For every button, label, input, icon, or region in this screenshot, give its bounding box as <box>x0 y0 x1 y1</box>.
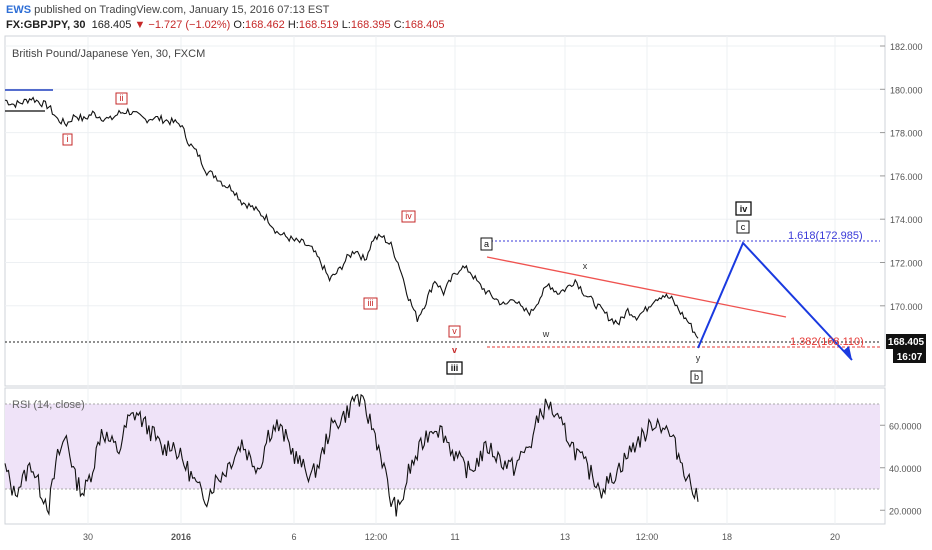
tick-label: 6 <box>291 532 296 542</box>
chart-title: British Pound/Japanese Yen, 30, FXCM <box>12 48 205 60</box>
tick-label: 20 <box>830 532 840 542</box>
wave-labels: i ii iii iv v v iii a x w y b iv c <box>62 92 752 384</box>
wave-label: a <box>484 239 489 249</box>
wave-label: c <box>741 222 746 232</box>
down-arrow-icon: ▼ <box>134 19 146 31</box>
tick-label: 11 <box>450 532 459 542</box>
time-badge-label: 16:07 <box>897 352 923 363</box>
open-value: 168.462 <box>245 19 285 31</box>
quote-bar: FX:GBPJPY, 30 168.405 ▼ −1.727 (−1.02%) … <box>6 19 444 31</box>
low-label: L: <box>341 19 351 31</box>
wave-label: iv <box>740 204 748 214</box>
tick-label: 18 <box>722 532 732 542</box>
fib-lower-label: 1.382(168.110) <box>790 336 864 348</box>
wave-label: iii <box>451 363 459 373</box>
price-badge <box>886 334 926 349</box>
tick-label: 180.000 <box>890 85 923 95</box>
rsi-band <box>5 404 880 489</box>
wave-label: v <box>452 326 457 336</box>
time-badge <box>893 349 926 363</box>
close-value: 168.405 <box>404 19 445 31</box>
wave-label: i <box>67 134 69 144</box>
publish-info: EWS published on TradingView.com, Januar… <box>6 4 329 16</box>
tick-label: 12:00 <box>636 532 659 542</box>
projection-arrowhead-icon <box>843 346 852 360</box>
tick-label: 2016 <box>171 532 191 542</box>
close-label: C: <box>393 19 405 31</box>
tick-label: 60.0000 <box>889 421 922 431</box>
wave-label: w <box>542 329 550 339</box>
rsi-series[interactable] <box>4 393 699 517</box>
tick-label: 172.000 <box>890 259 923 269</box>
time-axis[interactable]: 30 2016 6 12:00 11 13 12:00 18 20 <box>83 532 840 542</box>
fib-upper-label: 1.618(172.985) <box>788 230 863 242</box>
trend-channel-line[interactable] <box>486 256 787 318</box>
wave-label: iv <box>405 211 412 221</box>
rsi-title: RSI (14, close) <box>12 399 85 411</box>
high-value: 168.519 <box>298 19 339 31</box>
high-label: H: <box>287 19 299 31</box>
low-value: 168.395 <box>350 19 391 31</box>
tick-label: 40.0000 <box>889 464 922 474</box>
rsi-axis[interactable]: 60.0000 40.0000 20.0000 <box>880 421 922 516</box>
price-pane[interactable] <box>4 35 886 387</box>
price-series[interactable] <box>4 96 699 339</box>
last-price: 168.405 <box>91 19 132 31</box>
publish-text: published on TradingView.com, January 15… <box>34 4 330 16</box>
tick-label: 176.000 <box>890 172 923 182</box>
wave-label: iii <box>368 298 374 308</box>
tick-label: 20.0000 <box>889 506 922 516</box>
projection-path[interactable] <box>697 241 853 361</box>
wave-label: b <box>694 372 699 382</box>
tick-label: 13 <box>560 532 570 542</box>
wave-label: y <box>696 353 701 363</box>
tick-label: 174.000 <box>890 215 923 225</box>
price-axis[interactable]: 182.000 180.000 178.000 176.000 174.000 172.0… <box>880 42 923 312</box>
price-change: −1.727 (−1.02%) <box>148 19 231 31</box>
tick-label: 30 <box>83 532 93 542</box>
wave-label: ii <box>120 93 124 103</box>
tick-label: 182.000 <box>890 42 923 52</box>
wave-label: v <box>452 345 457 355</box>
tick-label: 170.000 <box>890 302 923 312</box>
tick-label: 178.000 <box>890 129 923 139</box>
brand-logo[interactable]: EWS <box>6 4 32 16</box>
tick-label: 12:00 <box>365 532 388 542</box>
price-badge-label: 168.405 <box>888 337 925 348</box>
wave-label: x <box>583 261 588 271</box>
open-label: O: <box>233 19 246 31</box>
symbol-label: FX:GBPJPY, 30 <box>6 19 86 31</box>
